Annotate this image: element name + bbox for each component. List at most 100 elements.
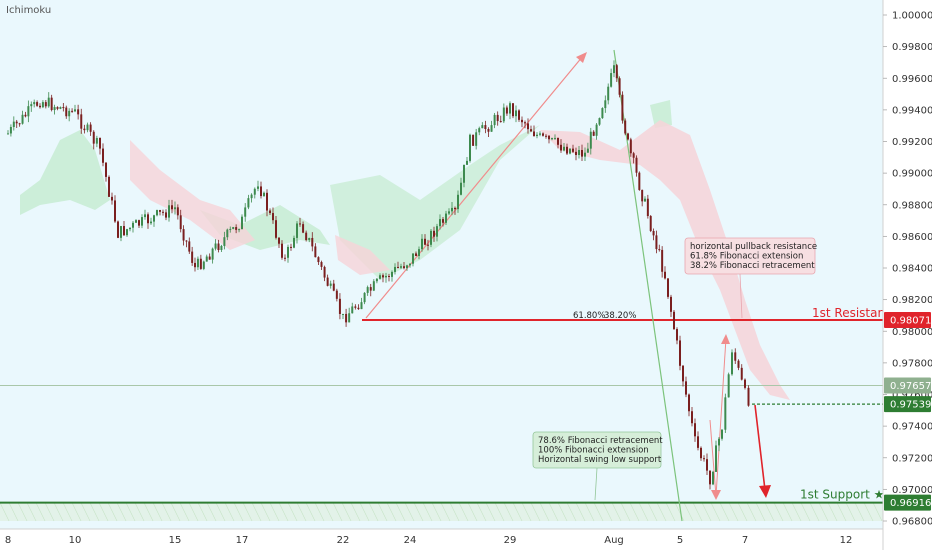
- candle-body: [397, 266, 399, 268]
- candle-body: [679, 340, 681, 366]
- candle-body: [427, 244, 429, 246]
- y-tick-label: 0.98200: [892, 295, 932, 306]
- candle-body: [667, 278, 669, 297]
- candle-body: [168, 205, 170, 218]
- candle-body: [706, 459, 708, 471]
- candle-body: [9, 126, 12, 134]
- support-hatch: [710, 502, 721, 522]
- support-price-badge-bg: [884, 494, 931, 511]
- candle-body: [601, 108, 604, 119]
- candle-body: [530, 129, 532, 132]
- candle-body: [50, 97, 53, 110]
- support-hatch: [332, 502, 343, 522]
- candle-body: [194, 262, 196, 268]
- x-tick-label: 22: [337, 535, 350, 546]
- candle-body: [366, 287, 369, 293]
- candle-body: [141, 217, 143, 226]
- candle-body: [624, 120, 627, 134]
- support-hatch: [242, 502, 253, 522]
- candle-body: [95, 137, 98, 144]
- y-tick-label: 0.98800: [892, 200, 932, 211]
- candle-body: [47, 97, 50, 107]
- support-hatch: [368, 502, 379, 522]
- support-hatch: [503, 502, 514, 522]
- candle-body: [584, 152, 586, 157]
- candle-body: [39, 105, 41, 108]
- candle-body: [646, 198, 649, 217]
- candle-body: [515, 110, 517, 117]
- support-hatch: [206, 502, 217, 522]
- candle-body: [430, 230, 432, 245]
- candle-body: [99, 137, 101, 149]
- support-hatch: [728, 502, 739, 522]
- y-axis-bg: [883, 0, 932, 550]
- candle-body: [329, 283, 332, 286]
- support-hatch: [287, 502, 298, 522]
- candle-body: [533, 131, 535, 137]
- support-hatch: [341, 502, 352, 522]
- candle-body: [74, 109, 76, 112]
- support-hatch: [188, 502, 199, 522]
- support-hatch: [458, 502, 469, 522]
- support-hatch: [62, 502, 73, 522]
- candle-body: [466, 160, 468, 165]
- candle-body: [266, 192, 268, 211]
- candle-body: [147, 214, 149, 224]
- candle-body: [275, 220, 277, 238]
- cloud-bull-3: [330, 125, 540, 280]
- candle-body: [44, 102, 47, 107]
- candle-body: [102, 148, 104, 163]
- cloud-bull-4: [650, 100, 672, 128]
- candle-body: [409, 263, 411, 266]
- candle-body: [661, 249, 664, 272]
- candle-body: [202, 261, 205, 269]
- candle-body: [253, 188, 256, 195]
- y-tick-label: 0.97800: [892, 358, 932, 369]
- candle-body: [305, 232, 308, 241]
- candle-body: [27, 106, 30, 117]
- support-hatch: [737, 502, 748, 522]
- candle-body: [676, 329, 678, 341]
- support-hatch: [485, 502, 496, 522]
- candle-body: [644, 198, 646, 202]
- candle-body: [700, 447, 702, 459]
- support-hatch: [179, 502, 190, 522]
- fib-inline-label: 61.80%: [573, 311, 605, 321]
- candle-body: [598, 118, 601, 125]
- candle-body: [436, 226, 438, 237]
- support-hatch: [512, 502, 523, 522]
- candle-body: [357, 307, 360, 310]
- candle-body: [595, 124, 598, 136]
- candle-body: [71, 110, 74, 112]
- support-hatch: [584, 502, 595, 522]
- candle-body: [302, 224, 305, 233]
- y-tick-label: 0.97000: [892, 485, 932, 496]
- candle-body: [621, 94, 624, 121]
- candle-body: [89, 124, 92, 132]
- support-hatch: [665, 502, 676, 522]
- y-tick-label: 0.99200: [892, 137, 932, 148]
- support-hatch: [476, 502, 487, 522]
- candle-body: [182, 229, 185, 241]
- candle-body: [415, 253, 417, 256]
- support-hatch: [161, 502, 172, 522]
- candle-body: [105, 162, 107, 177]
- support-hatch: [323, 502, 334, 522]
- y-tick-label: 0.98600: [892, 232, 932, 243]
- projection-arrow: [754, 404, 766, 491]
- support-hatch: [494, 502, 505, 522]
- support-hatch: [413, 502, 424, 522]
- candle-body: [126, 229, 128, 236]
- support-hatch: [611, 502, 622, 522]
- candle-body: [610, 73, 613, 87]
- candle-body: [712, 471, 714, 485]
- y-tick-label: 0.98000: [892, 327, 932, 338]
- candle-body: [33, 102, 36, 105]
- candle-body: [62, 107, 65, 109]
- candle-body: [308, 237, 311, 241]
- support-hatch: [566, 502, 577, 522]
- last-price-badge: 0.97539: [890, 400, 931, 411]
- candle-body: [478, 128, 481, 133]
